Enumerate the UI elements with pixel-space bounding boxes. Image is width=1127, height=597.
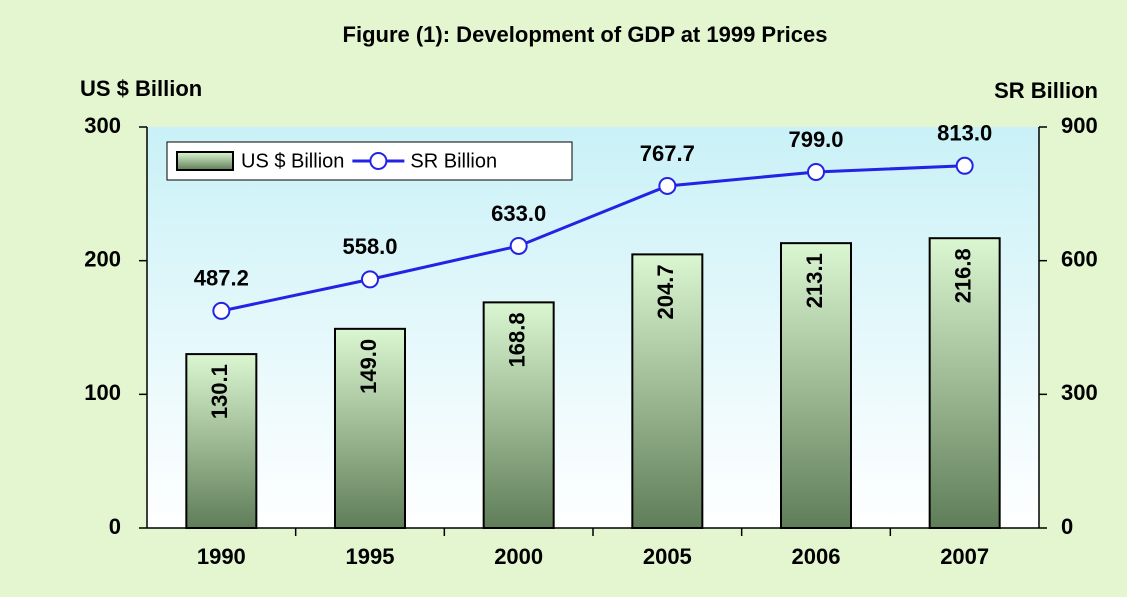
line-marker — [807, 163, 825, 182]
line-value-label: 767.7 — [640, 141, 695, 166]
x-tick-label: 2006 — [792, 544, 841, 569]
x-tick-label: 2005 — [643, 544, 692, 569]
bar-value-label: 168.8 — [504, 312, 529, 367]
y2-tick-label: 0 — [1061, 514, 1073, 539]
bar — [482, 301, 555, 529]
y2-tick-label: 300 — [1061, 380, 1098, 405]
x-tick-label: 1995 — [346, 544, 395, 569]
bar — [780, 242, 852, 529]
x-tick-label: 1990 — [197, 544, 246, 569]
line-value-label: 558.0 — [342, 234, 397, 259]
line-value-label: 487.2 — [194, 266, 249, 291]
bar-value-label: 149.0 — [356, 339, 381, 394]
line — [221, 164, 965, 313]
line-value-label: 813.0 — [937, 121, 992, 146]
bar-value-label: 213.1 — [802, 253, 827, 308]
bar — [334, 327, 406, 529]
line-marker — [955, 156, 974, 175]
plot-area — [147, 127, 1039, 528]
y-axis-label: US $ Billion — [80, 76, 202, 101]
y-tick-label: 300 — [84, 113, 121, 138]
bar — [185, 353, 258, 529]
line-marker — [361, 270, 379, 289]
y2-axis-label: SR Billion — [994, 78, 1098, 103]
bar-value-label: 130.1 — [207, 364, 232, 419]
bar — [631, 253, 704, 529]
y-tick-label: 0 — [109, 514, 121, 539]
legend-marker — [369, 152, 388, 170]
x-tick-label: 2007 — [940, 544, 989, 569]
chart-title: Figure (1): Development of GDP at 1999 P… — [343, 22, 828, 47]
bar-value-label: 204.7 — [653, 264, 678, 319]
y2-tick-label: 900 — [1061, 113, 1098, 138]
y2-tick-label: 600 — [1061, 246, 1098, 271]
line-marker — [658, 176, 677, 195]
bar-value-label: 216.8 — [950, 248, 975, 303]
line-value-label: 799.0 — [788, 127, 843, 152]
line-marker — [212, 301, 231, 320]
line-value-label: 633.0 — [491, 201, 546, 226]
legend-label: US $ Billion — [241, 150, 344, 172]
line-marker — [509, 236, 528, 255]
legend-swatch — [176, 151, 234, 171]
bar — [928, 237, 1001, 529]
y-tick-label: 100 — [84, 380, 121, 405]
x-tick-label: 2000 — [494, 544, 543, 569]
legend-label: SR Billion — [410, 150, 497, 172]
y-tick-label: 200 — [84, 246, 121, 271]
